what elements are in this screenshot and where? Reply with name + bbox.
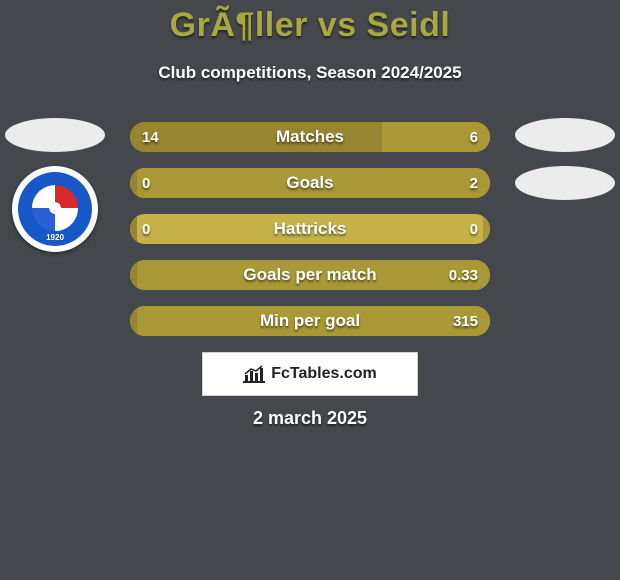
stat-value-right: 0 [470,214,478,244]
club-badge-year: 1920 [18,172,92,246]
stat-label: Hattricks [130,214,490,244]
stat-label: Goals per match [130,260,490,290]
stat-label: Matches [130,122,490,152]
stat-value-right: 0.33 [449,260,478,290]
stat-value-right: 315 [453,306,478,336]
stat-value-left: 0 [142,168,150,198]
branding-box[interactable]: FcTables.com [202,352,418,396]
stat-value-left: 14 [142,122,159,152]
branding-text: FcTables.com [271,365,377,383]
stat-value-right: 2 [470,168,478,198]
stat-row: Goals0 2 [130,168,490,198]
bar-chart-icon [243,365,265,383]
page-title: GrÃ¶ller vs Seidl [0,0,620,45]
stat-value-left: 0 [142,214,150,244]
stat-row: Min per goal315 [130,306,490,336]
club-badge-left: 1920 [12,166,98,252]
stat-row: Goals per match0.33 [130,260,490,290]
stat-row: Hattricks0 0 [130,214,490,244]
stat-row: Matches14 6 [130,122,490,152]
date-text: 2 march 2025 [0,408,620,429]
left-logo-column: 1920 [0,118,110,252]
subtitle: Club competitions, Season 2024/2025 [0,63,620,83]
stat-value-right: 6 [470,122,478,152]
right-logo-column [510,118,620,200]
stat-label: Goals [130,168,490,198]
stat-label: Min per goal [130,306,490,336]
player-oval-right-1 [515,118,615,152]
player-oval-right-2 [515,166,615,200]
comparison-bars: Matches146Goals02Hattricks00Goals per ma… [130,122,490,336]
player-oval-left [5,118,105,152]
